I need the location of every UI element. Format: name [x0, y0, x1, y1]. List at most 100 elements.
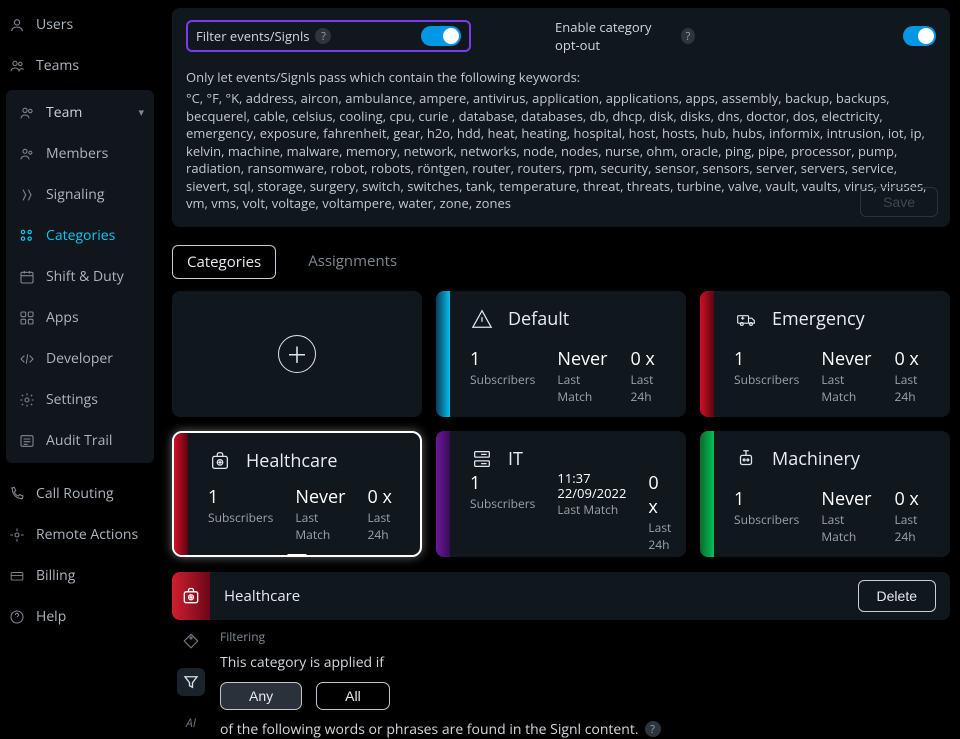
category-card-it[interactable]: IT 1Subscribers 11:37 22/09/2022Last Mat…	[436, 431, 686, 557]
help-icon[interactable]: ?	[315, 28, 331, 44]
card-stripe	[174, 433, 188, 555]
sidebar-item-label: Developer	[46, 349, 113, 368]
sidebar-item-label: Apps	[46, 308, 79, 327]
sidebar-item-label: Audit Trail	[46, 431, 112, 450]
of-line: of the following words or phrases are fo…	[220, 720, 639, 739]
card-stripe	[436, 291, 450, 417]
server-icon	[470, 447, 494, 471]
sidebar-item-audittrail[interactable]: Audit Trail	[6, 420, 154, 461]
sidebar-item-label: Call Routing	[36, 484, 114, 503]
sidebar-item-label: Remote Actions	[36, 525, 138, 544]
billing-icon	[8, 567, 26, 585]
detail-stripe	[172, 572, 210, 620]
add-category-card[interactable]: ＋	[172, 291, 422, 417]
sidebar-item-categories[interactable]: Categories	[6, 215, 154, 256]
help-icon[interactable]: ?	[681, 28, 694, 44]
sidebar-item-label: Signaling	[46, 185, 104, 204]
card-lastmatch: Never	[557, 347, 608, 371]
category-card-machinery[interactable]: Machinery 1Subscribers NeverLast Match 0…	[700, 431, 950, 557]
sidebar-item-callrouting[interactable]: Call Routing	[0, 473, 160, 514]
filtering-label: Filtering	[220, 628, 940, 645]
sidebar-item-members[interactable]: Members	[6, 133, 154, 174]
filter-desc: Only let events/Signls pass which contai…	[186, 68, 936, 86]
category-card-healthcare[interactable]: Healthcare 1Subscribers NeverLast Match …	[172, 431, 422, 557]
tag-icon[interactable]	[182, 632, 200, 650]
ai-label[interactable]: AI	[186, 714, 196, 731]
sidebar-item-users[interactable]: Users	[0, 4, 160, 45]
sidebar-item-label: Users	[36, 15, 73, 34]
team-icon	[18, 104, 36, 122]
card-stripe	[436, 431, 450, 557]
sidebar: Users Teams Team ▾ Members Signaling	[0, 0, 160, 739]
any-button[interactable]: Any	[220, 682, 302, 710]
members-icon	[18, 145, 36, 163]
card-title: Emergency	[772, 307, 865, 331]
optout-row: Enable category opt-out ?	[555, 18, 936, 54]
filter-signals-toggle-box: Filter events/Signls ?	[186, 20, 471, 52]
chevron-down-icon: ▾	[138, 105, 144, 120]
sidebar-item-developer[interactable]: Developer	[6, 338, 154, 379]
help-icon	[8, 608, 26, 626]
filter-panel: Filter events/Signls ? Enable category o…	[172, 8, 950, 227]
medkit-icon	[208, 449, 232, 473]
tabs: Categories Assignments	[172, 245, 950, 279]
category-card-default[interactable]: Default 1Subscribers NeverLast Match 0 x…	[436, 291, 686, 417]
ambulance-icon	[734, 307, 758, 331]
sidebar-team-group: Team ▾ Members Signaling Categories Sh	[6, 90, 154, 463]
warning-icon	[470, 307, 494, 331]
card-subscribers: 1	[470, 347, 535, 371]
filter-icon[interactable]	[177, 668, 205, 696]
sidebar-item-label: Help	[36, 607, 66, 626]
user-icon	[8, 16, 26, 34]
gear-icon	[18, 391, 36, 409]
category-detail-body: AI Filtering This category is applied if…	[172, 622, 950, 739]
sidebar-group-header[interactable]: Team ▾	[6, 92, 154, 133]
plus-icon: ＋	[278, 335, 316, 373]
card-last24h: 0 x	[630, 347, 670, 371]
sidebar-item-remoteactions[interactable]: Remote Actions	[0, 514, 160, 555]
sidebar-item-apps[interactable]: Apps	[6, 297, 154, 338]
sidebar-item-label: Settings	[46, 390, 98, 409]
filter-signals-toggle[interactable]	[421, 26, 461, 46]
sidebar-item-label: Categories	[46, 226, 115, 245]
detail-title: Healthcare	[224, 586, 300, 606]
sidebar-item-label: Team	[46, 103, 82, 122]
all-button[interactable]: All	[316, 682, 390, 710]
tab-categories[interactable]: Categories	[172, 245, 276, 279]
card-stripe	[700, 431, 714, 557]
sidebar-item-signaling[interactable]: Signaling	[6, 174, 154, 215]
sidebar-item-teams[interactable]: Teams	[0, 45, 160, 86]
card-title: IT	[508, 447, 523, 471]
sidebar-item-help[interactable]: Help	[0, 596, 160, 637]
category-detail-header: Healthcare Delete	[172, 571, 950, 620]
robot-icon	[734, 447, 758, 471]
sidebar-item-billing[interactable]: Billing	[0, 555, 160, 596]
audit-icon	[18, 432, 36, 450]
help-icon[interactable]: ?	[645, 721, 661, 737]
sidebar-item-label: Members	[46, 144, 108, 163]
card-title: Healthcare	[246, 449, 337, 473]
apps-icon	[18, 309, 36, 327]
optout-label: Enable category opt-out	[555, 18, 673, 54]
filter-keywords: °C, °F, °K, address, aircon, ambulance, …	[186, 90, 936, 213]
category-card-emergency[interactable]: Emergency 1Subscribers NeverLast Match 0…	[700, 291, 950, 417]
applied-line: This category is applied if	[220, 653, 940, 672]
signaling-icon	[18, 186, 36, 204]
tab-assignments[interactable]: Assignments	[294, 245, 411, 279]
category-cards: ＋ Default 1Subscribers NeverLast Match 0…	[172, 291, 950, 557]
sidebar-item-shiftduty[interactable]: Shift & Duty	[6, 256, 154, 297]
phone-icon	[8, 485, 26, 503]
categories-icon	[18, 227, 36, 245]
sidebar-item-label: Shift & Duty	[46, 267, 124, 286]
optout-toggle[interactable]	[903, 26, 936, 46]
filter-signals-label: Filter events/Signls	[196, 27, 309, 45]
calendar-icon	[18, 268, 36, 286]
detail-side-icons: AI	[172, 622, 210, 739]
sidebar-item-settings[interactable]: Settings	[6, 379, 154, 420]
save-button[interactable]: Save	[860, 187, 938, 217]
sidebar-item-label: Billing	[36, 566, 75, 585]
code-icon	[18, 350, 36, 368]
card-title: Machinery	[772, 447, 860, 471]
delete-button[interactable]: Delete	[858, 580, 936, 612]
teams-icon	[8, 57, 26, 75]
